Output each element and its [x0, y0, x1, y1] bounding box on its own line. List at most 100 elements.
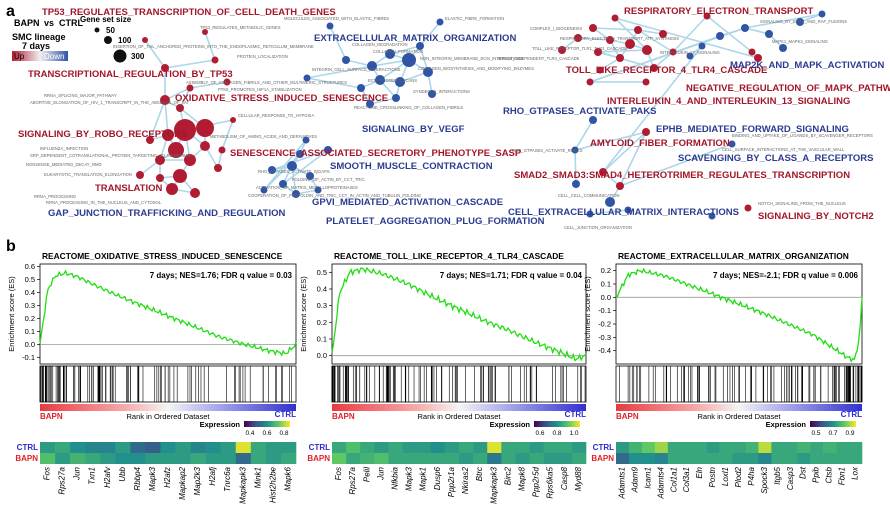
label-notch2: SIGNALING_BY_NOTCH2	[758, 211, 874, 222]
gsea-y-tick-label: 0.5	[25, 275, 35, 284]
network-edge	[637, 29, 664, 35]
heat-cell-bapn	[40, 453, 56, 464]
heat-cell-ctrl	[616, 442, 630, 453]
network-node-down	[357, 84, 365, 92]
gsea-y-axis-label: Enrichment score (ES)	[299, 276, 308, 352]
gene-label: Mapk3	[405, 466, 414, 491]
legend-condition-left: BAPN	[14, 18, 40, 28]
expression-label: Expression	[490, 420, 531, 429]
heat-cell-ctrl	[85, 442, 101, 453]
gsea-y-axis-label: Enrichment score (ES)	[7, 276, 16, 352]
network-node-up	[146, 136, 154, 144]
gene-label: Myd88	[574, 466, 583, 491]
gsea-panel-1: REACTOME_OXIDATIVE_STRESS_INDUCED_SENESC…	[7, 251, 297, 504]
heat-cell-ctrl	[667, 442, 682, 453]
label-smooth-muscle: SMOOTH_MUSCLE_CONTRACTION	[330, 161, 493, 172]
gene-label: Fos	[334, 467, 343, 480]
heat-cell-bapn	[360, 453, 375, 464]
label-scavenging: SCAVENGING_BY_CLASS_A_RECEPTORS	[678, 153, 874, 164]
heat-row-label-bapn: BAPN	[591, 454, 614, 463]
network-node-down	[765, 30, 773, 38]
gsea-y-tick-label: 0.0	[601, 293, 611, 302]
legend-size-title: Gene set size	[80, 15, 132, 24]
network-node-up	[190, 188, 200, 198]
heat-cell-ctrl	[501, 442, 516, 453]
network-node-down	[686, 52, 694, 60]
gene-label: Dst	[799, 466, 808, 479]
network-node-down	[728, 140, 736, 148]
gsea-y-tick-label: 0.3	[317, 301, 327, 310]
heat-cell-ctrl	[402, 442, 417, 453]
network-node-up	[200, 141, 210, 151]
network-edge	[602, 131, 647, 173]
network-node-up	[574, 34, 582, 42]
heat-cell-ctrl	[797, 442, 811, 453]
network-node-up	[196, 119, 214, 137]
network-node-up	[748, 48, 756, 56]
network-edge	[672, 15, 708, 53]
gene-label: Icam1	[643, 467, 652, 489]
heat-cell-ctrl	[719, 442, 733, 453]
gsea-panel-2: REACTOME_TOLL_LIKE_RECEPTOR_4_TLR4_CASCA…	[299, 251, 587, 504]
network-node-down	[586, 210, 594, 218]
minor-labels: TP53_REGULATES_METABOLIC_GENES INSERTION…	[26, 16, 873, 230]
minor-label: INFLUENZA_INFECTION	[40, 146, 88, 151]
legend-size-100: 100	[118, 36, 132, 45]
gene-label: Postn	[708, 466, 717, 487]
gene-label: Mapkap2	[178, 466, 187, 499]
network-node-down	[428, 90, 436, 98]
minor-label: RRNA_SPLICING_MAJOR_PATHWAY	[44, 93, 117, 98]
gsea-right-group: CTRL	[841, 410, 862, 419]
gsea-x-axis-label: Rank in Ordered Dataset	[698, 412, 782, 421]
network-node-up	[642, 128, 650, 136]
heat-cell-ctrl	[784, 442, 798, 453]
network-node-up	[156, 174, 164, 182]
heat-cell-bapn	[459, 453, 474, 464]
network-node-up	[659, 30, 667, 38]
network-node-up	[142, 37, 148, 43]
heat-cell-bapn	[571, 453, 587, 464]
gene-label: Casp8	[560, 466, 569, 490]
network-node-up	[211, 56, 219, 64]
network-node-down	[716, 32, 724, 40]
label-cell-ecm: CELL_EXTRACELLULAR_MATRIX_INTERACTIONS	[508, 207, 739, 218]
gsea-y-tick-label: 0.2	[601, 266, 611, 275]
network-node-down	[416, 42, 424, 50]
network-edge	[282, 149, 329, 185]
panel-a: a BAPN vs CTRL SMC lineage 7 days Up Dow…	[6, 3, 890, 230]
network-node-down	[324, 146, 332, 154]
gsea-y-tick-label: 0.2	[25, 314, 35, 323]
expression-label: Expression	[200, 420, 241, 429]
heat-cell-bapn	[220, 453, 237, 464]
gene-label: Mapk8	[518, 466, 527, 491]
gsea-enrichment-curve	[615, 267, 863, 364]
heat-cell-ctrl	[115, 442, 131, 453]
minor-label: CELL_SURFACE_INTERACTIONS_AT_THE_VASCULA…	[722, 147, 845, 152]
label-tp53-cell-death: TP53_REGULATES_TRANSCRIPTION_OF_CELL_DEA…	[42, 7, 336, 18]
minor-label: ACTIVATION_OF_MATRIX_METALLOPROTEINASES	[256, 185, 358, 190]
heat-cell-bapn	[190, 453, 206, 464]
label-tp53-transcriptional: TRANSCRIPTIONAL_REGULATION_BY_TP53	[28, 69, 233, 80]
heat-cell-ctrl	[571, 442, 587, 453]
heat-cell-ctrl	[160, 442, 176, 453]
minor-label: NON_INTEGRIN_MEMBRANE_ECM_INTERACTIONS	[420, 56, 524, 61]
legend-timepoint: 7 days	[22, 41, 50, 51]
heat-cell-ctrl	[145, 442, 161, 453]
label-ephb: EPHB_MEDIATED_FORWARD_SIGNALING	[656, 124, 849, 135]
gene-label: Fos	[43, 467, 52, 480]
gsea-title: REACTOME_EXTRACELLULAR_MATRIX_ORGANIZATI…	[618, 251, 849, 261]
minor-label: INSERTION_OF_TAIL_ANCHORED_PROTEINS_INTO…	[113, 44, 314, 49]
heat-cell-ctrl	[205, 442, 222, 453]
gsea-plot-frame	[615, 263, 863, 365]
gene-label: Pelil	[362, 467, 371, 482]
minor-label: INTEGRIN_CELL_SURFACE_INTERACTIONS	[312, 67, 401, 72]
expression-tick-label: 0.4	[245, 430, 254, 437]
network-node-up	[589, 24, 597, 32]
gene-label: Mapkapk3	[489, 466, 498, 503]
network-edge	[271, 149, 329, 171]
heat-cell-ctrl	[388, 442, 403, 453]
network-edge	[149, 99, 166, 141]
heat-cell-bapn	[797, 453, 811, 464]
gene-label: Adamts1	[617, 467, 626, 500]
gene-label: Mapkapk3	[238, 466, 247, 503]
